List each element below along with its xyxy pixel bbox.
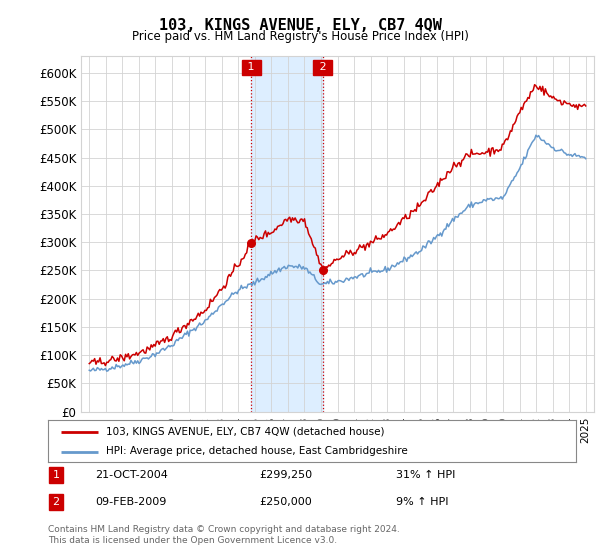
Text: 1: 1 bbox=[52, 470, 59, 480]
Text: 1: 1 bbox=[244, 62, 259, 72]
Text: 103, KINGS AVENUE, ELY, CB7 4QW: 103, KINGS AVENUE, ELY, CB7 4QW bbox=[158, 18, 442, 33]
Text: 2: 2 bbox=[52, 497, 59, 507]
Text: 9% ↑ HPI: 9% ↑ HPI bbox=[397, 497, 449, 507]
Text: HPI: Average price, detached house, East Cambridgeshire: HPI: Average price, detached house, East… bbox=[106, 446, 408, 456]
Text: Price paid vs. HM Land Registry's House Price Index (HPI): Price paid vs. HM Land Registry's House … bbox=[131, 30, 469, 43]
Text: £250,000: £250,000 bbox=[259, 497, 312, 507]
Text: £299,250: £299,250 bbox=[259, 470, 313, 480]
Text: 2: 2 bbox=[316, 62, 329, 72]
Bar bbox=[251, 56, 323, 412]
Text: 21-OCT-2004: 21-OCT-2004 bbox=[95, 470, 169, 480]
Text: 31% ↑ HPI: 31% ↑ HPI bbox=[397, 470, 456, 480]
Text: 103, KINGS AVENUE, ELY, CB7 4QW (detached house): 103, KINGS AVENUE, ELY, CB7 4QW (detache… bbox=[106, 427, 385, 437]
Text: 09-FEB-2009: 09-FEB-2009 bbox=[95, 497, 167, 507]
Text: Contains HM Land Registry data © Crown copyright and database right 2024.
This d: Contains HM Land Registry data © Crown c… bbox=[48, 525, 400, 545]
